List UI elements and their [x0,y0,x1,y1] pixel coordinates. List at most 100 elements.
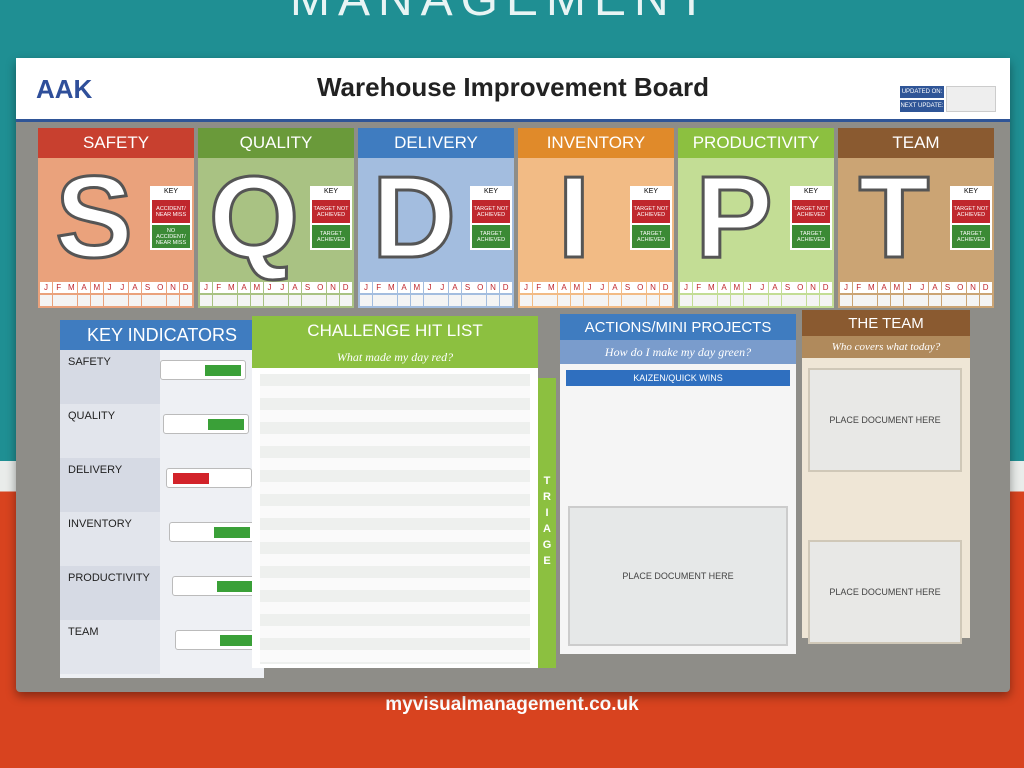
month-cell [718,295,731,306]
triage: TRIAGE [538,378,556,668]
month-cell [385,295,398,306]
month: F [852,282,865,293]
key-box: KEY TARGET NOT ACHIEVED TARGET ACHIEVED [310,186,352,250]
month-cell [647,295,659,306]
month: M [65,282,78,293]
month: O [474,282,487,293]
month: O [794,282,807,293]
month-cell [410,295,423,306]
wall-text: MANAGEMENT [290,0,714,27]
month: O [154,282,167,293]
month-cell [545,295,558,306]
challenge-list: CHALLENGE HIT LIST What made my day red? [252,316,538,668]
month: J [596,282,609,293]
month: M [385,282,398,293]
indicator-label: INVENTORY [68,518,132,530]
month: A [768,282,781,293]
month: M [545,282,558,293]
month: M [410,282,423,293]
month-cell [865,295,878,306]
key-item: TARGET NOT ACHIEVED [472,200,510,223]
month: N [327,282,339,293]
month-cell [596,295,609,306]
indicator-status [220,635,256,646]
month: A [608,282,621,293]
month: N [647,282,659,293]
month: F [52,282,65,293]
month-cell [212,295,225,306]
month-cell [570,295,583,306]
big-letter: D [371,152,458,282]
indicator-row [60,350,160,404]
month: D [659,282,672,293]
month: O [314,282,327,293]
letter-panel: TEAM T KEY TARGET NOT ACHIEVED TARGET ACHIEV… [838,128,994,308]
big-letter: S [54,152,134,282]
month-cell [398,295,411,306]
month-cell [487,295,499,306]
month: N [967,282,979,293]
indicator-status [217,581,253,592]
key-item: TARGET NOT ACHIEVED [952,200,990,223]
board: AAK Warehouse Improvement Board UPDATED ON… [16,58,1010,692]
month: A [448,282,461,293]
panel-title: SAFETY [38,128,194,158]
key-item: TARGET ACHIEVED [632,225,670,248]
indicator-label: TEAM [68,626,99,638]
indicator-row [60,458,160,512]
letter-panel: INVENTORY I KEY TARGET NOT ACHIEVED TARGET A… [518,128,674,308]
month: A [288,282,301,293]
month-cell [103,295,116,306]
indicator-status [173,473,209,484]
month-cell [583,295,596,306]
month: J [680,282,692,293]
indicator-row [60,566,160,620]
month: S [621,282,634,293]
month-cell [807,295,819,306]
key-item: TARGET ACHIEVED [312,225,350,248]
big-letter: P [694,152,774,282]
month: M [250,282,263,293]
key-item: TARGET ACHIEVED [792,225,830,248]
month: J [840,282,852,293]
month: M [730,282,743,293]
updated-on: UPDATED ON: [900,86,944,98]
month-cell [90,295,103,306]
doc-pocket: PLACE DOCUMENT HERE [808,368,962,472]
key-indicators: KEY INDICATORS SAFETY QUALITY DELIVERY INVEN… [60,320,264,678]
month: O [634,282,647,293]
month: M [570,282,583,293]
letter-panel: QUALITY Q KEY TARGET NOT ACHIEVED TARGET ACH… [198,128,354,308]
month-cell [327,295,339,306]
month: A [398,282,411,293]
indicator-label: QUALITY [68,410,116,422]
month: N [487,282,499,293]
month: F [532,282,545,293]
month: O [954,282,967,293]
month-cell [276,295,289,306]
doc-pocket: PLACE DOCUMENT HERE [568,506,788,646]
month: J [263,282,276,293]
month: J [103,282,116,293]
section-title: ACTIONS/MINI PROJECTS [560,314,796,340]
month-cell [436,295,449,306]
month-cell [314,295,327,306]
month: D [979,282,992,293]
key-item: NO ACCIDENT/ NEAR MISS [152,225,190,248]
panel-title: DELIVERY [358,128,514,158]
key-item: TARGET ACHIEVED [952,225,990,248]
month-cell [730,295,743,306]
section-subtitle: How do I make my day green? [560,340,796,364]
month-cell [621,295,634,306]
month-cell [705,295,718,306]
key-title: KEY [803,188,818,195]
month-cell [52,295,65,306]
month-cell [768,295,781,306]
letter-panel: DELIVERY D KEY TARGET NOT ACHIEVED TARGET AC… [358,128,514,308]
month-cell [238,295,251,306]
month-cell [532,295,545,306]
month-cell [263,295,276,306]
indicator-label: SAFETY [68,356,111,368]
month-cell [474,295,487,306]
